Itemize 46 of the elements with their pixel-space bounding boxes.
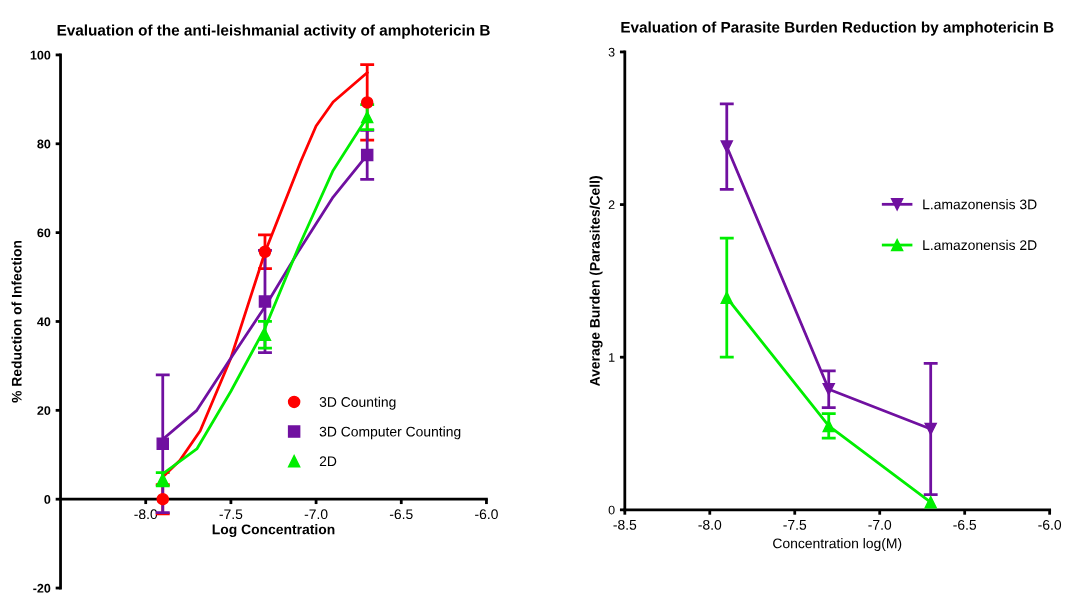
y-tick-label: 20 bbox=[37, 406, 51, 415]
y-tick-label: 100 bbox=[30, 50, 51, 60]
point bbox=[360, 148, 374, 162]
point bbox=[822, 383, 835, 396]
y-tick-label: -20 bbox=[33, 583, 51, 593]
x-tick-label: -7.5 bbox=[219, 509, 243, 520]
legend-label: 3D Counting bbox=[319, 396, 396, 410]
point bbox=[924, 495, 937, 509]
point bbox=[360, 110, 374, 124]
chart-title: Evaluation of Parasite Burden Reduction by amphotericin B bbox=[621, 21, 1054, 36]
x-tick-label: -8.5 bbox=[613, 519, 637, 530]
y-tick-label: 80 bbox=[37, 139, 51, 149]
point bbox=[258, 245, 272, 258]
x-tick-label: -6.0 bbox=[475, 509, 498, 520]
x-tick-label: -7.0 bbox=[304, 509, 328, 520]
point bbox=[822, 419, 835, 433]
legend-label: 3D Computer Counting bbox=[319, 426, 461, 440]
x-axis-title: Log Concentration bbox=[212, 524, 335, 538]
x-tick-label: -6.5 bbox=[953, 519, 977, 530]
point bbox=[720, 140, 734, 153]
point bbox=[720, 291, 734, 304]
point bbox=[258, 328, 272, 342]
x-tick-label: -8.0 bbox=[698, 519, 722, 530]
y-tick-label: 2 bbox=[608, 200, 615, 210]
y-tick-label: 0 bbox=[608, 505, 615, 515]
x-tick-label: -7.5 bbox=[783, 520, 807, 530]
point bbox=[258, 295, 272, 308]
y-axis-title: Average Burden (Parasites/Cell) bbox=[589, 176, 603, 387]
legend-label: L.amazonensis 3D bbox=[923, 199, 1037, 210]
y-tick-label: 3 bbox=[608, 47, 615, 57]
y-tick-label: 60 bbox=[37, 228, 51, 238]
x-tick-label: -6.5 bbox=[389, 509, 413, 520]
y-tick-label: 40 bbox=[37, 317, 51, 327]
x-tick-label: -6.0 bbox=[1038, 519, 1062, 530]
y-axis-title: % Reduction of Infection bbox=[11, 240, 22, 403]
x-axis-title: Concentration log(M) bbox=[773, 538, 902, 552]
chart-title: Evaluation of the anti-leishmanial activity of amphotericin B bbox=[57, 24, 490, 39]
legend-label: 2D bbox=[319, 456, 337, 467]
legend-label: L.amazonensis 2D bbox=[923, 239, 1037, 251]
point bbox=[360, 96, 374, 109]
y-tick-label: 0 bbox=[44, 494, 51, 504]
x-tick-label: -7.0 bbox=[868, 519, 892, 530]
point bbox=[156, 492, 170, 506]
point bbox=[156, 437, 170, 450]
point bbox=[924, 422, 937, 436]
y-tick-label: 1 bbox=[609, 353, 615, 362]
